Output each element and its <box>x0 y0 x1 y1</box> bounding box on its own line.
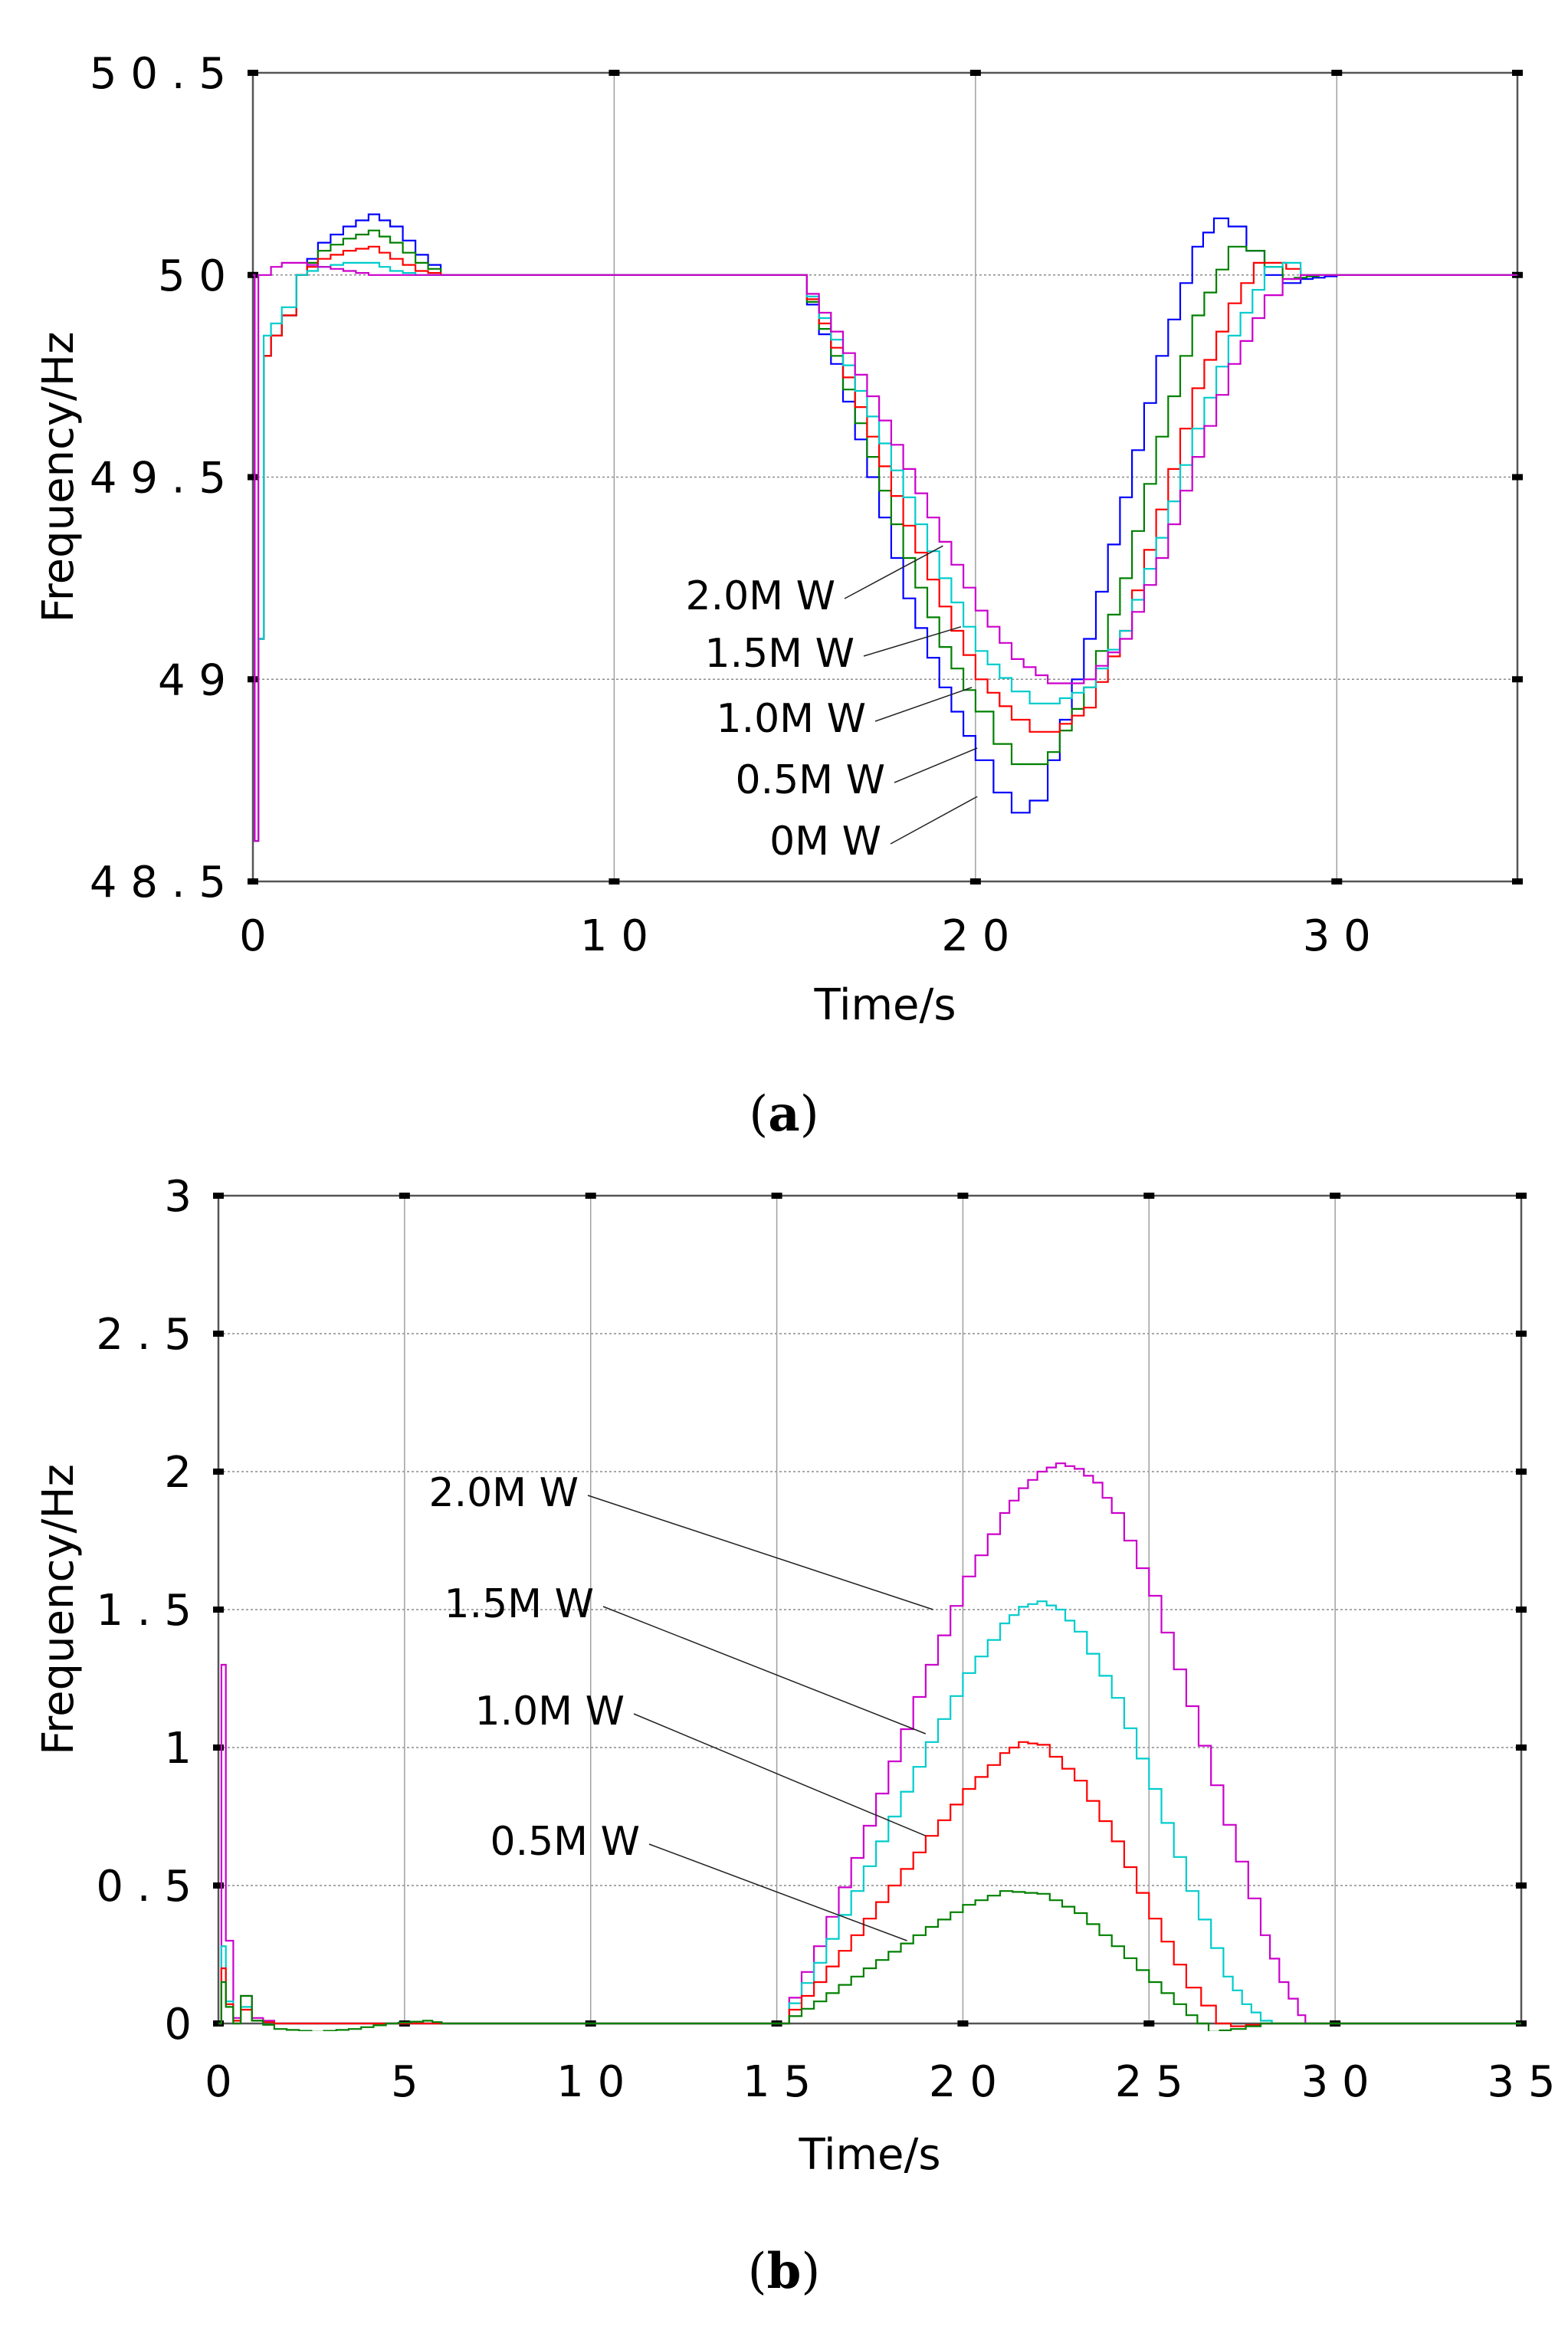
y-tick-mark <box>213 1469 224 1475</box>
y-tick-mark <box>1512 474 1523 481</box>
x-tick-mark <box>399 1193 410 1199</box>
y-tick-mark <box>1516 1744 1527 1751</box>
series-line-1-0m-w <box>218 1741 1521 2027</box>
series-line-1-0m-w <box>253 245 1517 842</box>
y-tick-mark <box>1516 1469 1527 1475</box>
annotation-leader-line <box>890 796 978 845</box>
y-tick-label: 5 0 . 5 <box>90 49 226 99</box>
y-tick-mark <box>213 1331 224 1337</box>
y-tick-mark <box>213 1882 224 1889</box>
y-tick-mark <box>248 878 258 885</box>
y-tick-mark <box>1516 1607 1527 1613</box>
x-tick-mark <box>957 1193 969 1199</box>
x-tick-label: 5 <box>391 2057 418 2107</box>
y-axis-title: Frequency/Hz <box>34 1464 84 1755</box>
x-tick-label: 1 5 <box>743 2057 811 2107</box>
x-tick-label: 3 5 <box>1487 2057 1555 2107</box>
annotation-leader-line <box>587 1495 933 1610</box>
annotation-label: 0.5M W <box>735 757 885 803</box>
x-tick-mark <box>609 878 620 885</box>
annotation-label: 1.5M W <box>704 631 855 677</box>
x-tick-mark <box>1331 878 1343 885</box>
y-tick-mark <box>248 474 258 481</box>
x-tick-mark <box>1331 70 1343 76</box>
annotation-label: 1.0M W <box>716 696 866 742</box>
y-tick-mark <box>1516 1193 1527 1199</box>
y-axis-title: Frequency/Hz <box>34 332 84 623</box>
y-tick-mark <box>213 1744 224 1751</box>
y-tick-label: 0 <box>164 2000 192 2050</box>
x-axis-title: Time/s <box>813 980 956 1030</box>
y-tick-label: 4 8 . 5 <box>90 858 226 907</box>
x-tick-label: 1 0 <box>556 2057 625 2107</box>
x-tick-mark <box>609 70 620 76</box>
y-tick-mark <box>1512 676 1523 683</box>
y-tick-label: 1 <box>164 1724 192 1774</box>
annotation-leader-line <box>863 625 962 657</box>
series-line-0-5m-w <box>218 1890 1521 2031</box>
y-tick-label: 4 9 . 5 <box>90 454 226 504</box>
x-tick-mark <box>969 878 981 885</box>
annotation-label: 0M W <box>769 819 881 865</box>
x-tick-mark <box>969 70 981 76</box>
annotation-label: 2.0M W <box>428 1470 579 1516</box>
annotation-leader-line <box>844 545 943 599</box>
x-tick-label: 2 5 <box>1115 2057 1183 2107</box>
y-tick-mark <box>1512 70 1523 76</box>
x-tick-label: 1 0 <box>580 911 648 961</box>
y-tick-label: 4 9 <box>158 655 226 705</box>
annotation-label: 2.0M W <box>685 573 835 619</box>
x-axis-title: Time/s <box>798 2130 940 2180</box>
x-tick-label: 2 0 <box>929 2057 997 2107</box>
series-line-2-0m-w <box>253 261 1517 842</box>
annotation-leader-line <box>633 1713 927 1836</box>
y-tick-mark <box>248 676 258 683</box>
annotation-leader-line <box>874 687 973 722</box>
y-tick-mark <box>213 1193 224 1199</box>
series-line-1-5m-w <box>253 261 1517 842</box>
x-tick-mark <box>1330 1193 1341 1199</box>
y-tick-label: 0 . 5 <box>96 1862 192 1912</box>
x-tick-label: 2 0 <box>941 911 1009 961</box>
x-tick-label: 3 0 <box>1303 911 1371 961</box>
x-tick-mark <box>771 1193 782 1199</box>
annotation-leader-line <box>602 1606 927 1735</box>
y-tick-mark <box>1516 1331 1527 1337</box>
x-tick-label: 0 <box>205 2057 232 2107</box>
y-tick-label: 2 . 5 <box>96 1310 192 1360</box>
x-tick-mark <box>585 1193 596 1199</box>
x-tick-mark <box>957 2020 969 2027</box>
panel-label: (a) <box>749 1085 818 1143</box>
y-tick-label: 1 . 5 <box>96 1586 192 1636</box>
chart-panel-a: 0 1 0 2 0 3 0 4 8 . 5 4 9 4 9 . 5 5 0 5 0 . 5 Tim… <box>34 49 1523 1143</box>
y-tick-label: 2 <box>164 1448 192 1498</box>
annotation-leader-line <box>894 747 978 783</box>
y-tick-label: 3 <box>164 1172 192 1222</box>
annotation-leader-line <box>648 1843 907 1941</box>
y-tick-mark <box>248 70 258 76</box>
annotation-label: 1.5M W <box>444 1581 594 1627</box>
y-tick-mark <box>1512 878 1523 885</box>
x-tick-label: 0 <box>239 911 267 961</box>
y-tick-mark <box>213 1607 224 1613</box>
y-tick-mark <box>1516 1882 1527 1889</box>
chart-panel-b: 0 5 1 0 1 5 2 0 2 5 3 0 3 5 0 0 . 5 1 1 . 5 2 2 . 5 3 T… <box>34 1172 1555 2300</box>
panel-label: (b) <box>748 2243 821 2300</box>
x-tick-mark <box>1143 2020 1155 2027</box>
x-tick-label: 3 0 <box>1301 2057 1370 2107</box>
y-tick-label: 5 0 <box>158 251 226 301</box>
annotation-label: 0.5M W <box>490 1819 640 1865</box>
x-tick-mark <box>1143 1193 1155 1199</box>
annotation-label: 1.0M W <box>474 1689 625 1735</box>
